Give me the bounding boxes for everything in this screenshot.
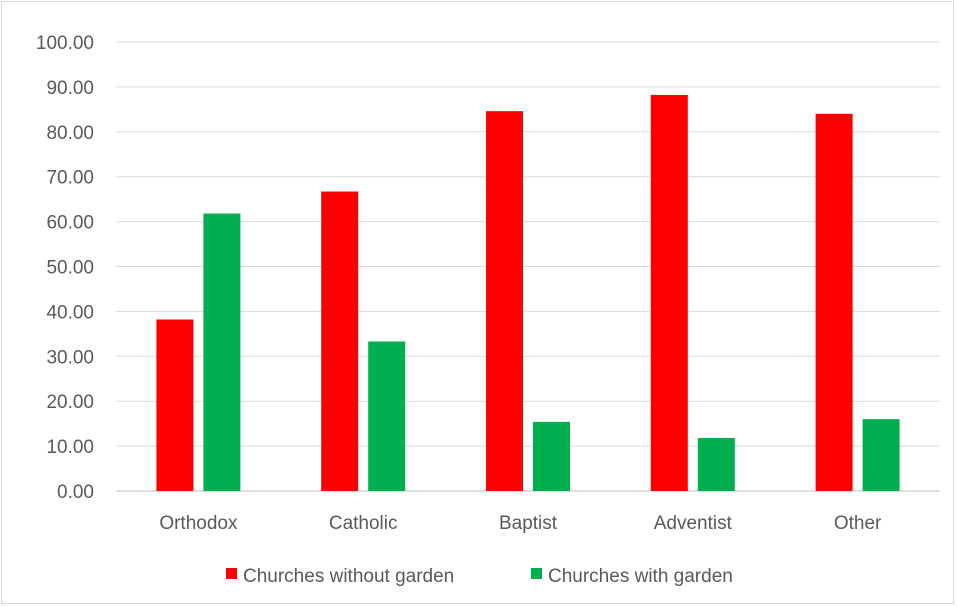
legend: Churches without garden Churches with gar… <box>226 566 733 587</box>
y-tick-label: 40.00 <box>46 302 94 323</box>
legend-label: Churches with garden <box>548 566 733 587</box>
bar <box>862 419 900 491</box>
bar <box>203 213 241 491</box>
legend-swatch <box>226 568 237 579</box>
y-tick-label: 50.00 <box>46 258 94 279</box>
y-tick-label: 10.00 <box>46 437 94 458</box>
bar <box>650 94 688 492</box>
bar <box>697 438 735 491</box>
bars <box>156 94 900 492</box>
legend-label: Churches without garden <box>243 566 454 587</box>
x-category-label: Adventist <box>654 513 733 534</box>
y-tick-label: 100.00 <box>36 33 94 54</box>
y-tick-label: 30.00 <box>46 347 94 368</box>
x-category-label: Catholic <box>329 513 398 534</box>
y-tick-label: 80.00 <box>46 123 94 144</box>
y-tick-label: 20.00 <box>46 392 94 413</box>
y-tick-label: 70.00 <box>46 168 94 189</box>
x-category-label: Baptist <box>499 513 558 534</box>
bar <box>321 191 359 491</box>
x-category-label: Other <box>834 513 882 534</box>
y-tick-label: 0.00 <box>57 482 94 503</box>
gridlines <box>116 41 940 492</box>
y-tick-label: 90.00 <box>46 78 94 99</box>
bar <box>533 421 570 491</box>
y-tick-label: 60.00 <box>46 213 94 234</box>
bar <box>368 341 406 491</box>
bar <box>156 319 194 491</box>
legend-swatch <box>531 568 542 579</box>
bar <box>815 113 853 491</box>
x-category-label: Orthodox <box>159 513 238 534</box>
bar <box>486 111 523 492</box>
y-axis-ticks: 0.00 10.00 20.00 30.00 40.00 50.00 60.00 70.00 8… <box>36 33 94 503</box>
x-axis-categories: Orthodox Catholic Baptist Adventist Other <box>159 513 882 534</box>
